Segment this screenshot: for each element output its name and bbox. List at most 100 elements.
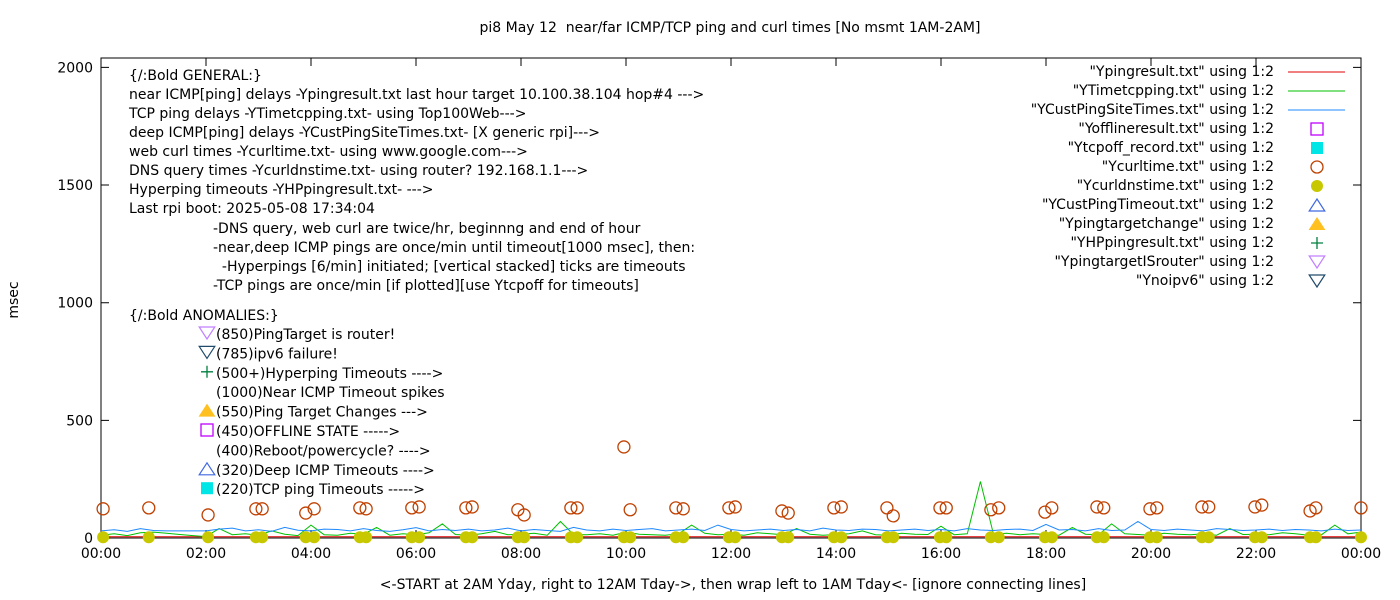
anomaly-item: (785)ipv6 failure! bbox=[216, 346, 338, 362]
series-3-point bbox=[1202, 500, 1216, 514]
series-3-point bbox=[1195, 500, 1209, 514]
annotation-general-line: {/:Bold GENERAL:} bbox=[129, 68, 262, 84]
annotation-general-line: Last rpi boot: 2025-05-08 17:34:04 bbox=[129, 201, 375, 217]
series-line-2 bbox=[100, 520, 1362, 532]
series-3-point bbox=[1097, 501, 1111, 515]
legend-entry-label: "YCustPingTimeout.txt" using 1:2 bbox=[1042, 197, 1274, 213]
x-tick-label: 20:00 bbox=[1131, 546, 1171, 562]
legend-entry-label: "YTimetcpping.txt" using 1:2 bbox=[1073, 83, 1274, 99]
series-3-point bbox=[676, 502, 690, 516]
x-tick-label: 04:00 bbox=[291, 546, 331, 562]
legend-entry-label: "Ypingresult.txt" using 1:2 bbox=[1089, 64, 1274, 80]
x-tick-label: 12:00 bbox=[711, 546, 751, 562]
series-3-point bbox=[775, 504, 789, 518]
series-3-point bbox=[1309, 501, 1323, 515]
series-3-point bbox=[834, 500, 848, 514]
series-4-point bbox=[466, 531, 479, 544]
anomaly-marker-icon bbox=[201, 365, 213, 378]
series-3-point bbox=[142, 501, 156, 515]
annotation-note-line: -Hyperpings [6/min] initiated; [vertical… bbox=[213, 259, 686, 275]
series-3-point bbox=[307, 502, 321, 516]
x-tick-label: 18:00 bbox=[1026, 546, 1066, 562]
anomaly-item: (400)Reboot/powercycle? ----> bbox=[216, 443, 431, 459]
series-4-point bbox=[1255, 531, 1268, 544]
series-4-point bbox=[624, 531, 637, 544]
series-3-point bbox=[1248, 500, 1262, 514]
legend-marker-icon bbox=[1311, 142, 1323, 154]
legend-marker-icon bbox=[1311, 237, 1323, 249]
anomaly-item: (450)OFFLINE STATE -----> bbox=[216, 424, 400, 440]
series-3-point bbox=[669, 501, 683, 515]
plot-area: 0 500 1000 1500 2000 00:00 02:00 04:00 06:00 08:0… bbox=[57, 57, 1381, 562]
chart-title: pi8 May 12 near/far ICMP/TCP ping and cu… bbox=[480, 20, 981, 36]
legend-entry-label: "Ycurltime.txt" using 1:2 bbox=[1102, 159, 1274, 175]
anomaly-marker-icon bbox=[198, 326, 216, 341]
series-3-point bbox=[249, 502, 263, 516]
series-3-point bbox=[617, 440, 631, 454]
series-3-point bbox=[353, 501, 367, 515]
anomaly-marker-icon bbox=[200, 423, 214, 437]
anomaly-item: (850)PingTarget is router! bbox=[216, 327, 395, 343]
series-3-point bbox=[412, 500, 426, 514]
series-3-point bbox=[781, 506, 795, 520]
series-4-point bbox=[202, 531, 215, 544]
legend-entry-label: "Ycurldnstime.txt" using 1:2 bbox=[1077, 178, 1274, 194]
series-3-point bbox=[886, 509, 900, 523]
y-tick-label: 0 bbox=[84, 531, 93, 547]
x-tick-label: 16:00 bbox=[921, 546, 961, 562]
series-4-point bbox=[571, 531, 584, 544]
series-4-point bbox=[992, 531, 1005, 544]
series-3-point bbox=[1143, 502, 1157, 516]
series-4-point bbox=[142, 531, 155, 544]
legend-marker-icon bbox=[1310, 122, 1324, 136]
series-3-point bbox=[1038, 505, 1052, 519]
series-4-point bbox=[729, 531, 742, 544]
legend-entry-label: "Ytcpoff_record.txt" using 1:2 bbox=[1068, 140, 1274, 156]
anomaly-item: (550)Ping Target Changes ---> bbox=[216, 405, 428, 421]
y-tick-label: 1500 bbox=[57, 178, 93, 194]
series-3-point bbox=[517, 508, 531, 522]
x-tick-label: 00:00 bbox=[1341, 546, 1381, 562]
series-3-point bbox=[1354, 501, 1368, 515]
series-3-point bbox=[96, 502, 110, 516]
legend-marker-icon bbox=[1308, 255, 1326, 270]
series-4-point bbox=[518, 531, 531, 544]
series-3-point bbox=[623, 503, 637, 517]
series-3-point bbox=[722, 501, 736, 515]
series-4-point bbox=[413, 531, 426, 544]
x-axis-label: <-START at 2AM Yday, right to 12AM Tday-… bbox=[380, 577, 1086, 593]
x-tick-label: 06:00 bbox=[396, 546, 436, 562]
series-4-point bbox=[887, 531, 900, 544]
legend-marker-icon bbox=[1308, 274, 1326, 289]
legend-marker-icon bbox=[1308, 197, 1326, 212]
legend-marker-icon bbox=[1308, 217, 1326, 230]
series-4-point bbox=[1202, 531, 1215, 544]
legend-entry-label: "Ynoipv6" using 1:2 bbox=[1136, 273, 1274, 289]
y-tick-label: 500 bbox=[66, 413, 93, 429]
annotation-general-line: near ICMP[ping] delays -Ypingresult.txt … bbox=[129, 87, 704, 103]
series-4-point bbox=[256, 531, 269, 544]
annotation-note-line: -DNS query, web curl are twice/hr, begin… bbox=[213, 221, 641, 237]
series-4-point bbox=[308, 531, 321, 544]
legend-entry-label: "Yofflineresult.txt" using 1:2 bbox=[1078, 121, 1274, 137]
series-3-point bbox=[359, 502, 373, 516]
annotation-note-line: -near,deep ICMP pings are once/min until… bbox=[213, 240, 695, 256]
series-3-point bbox=[405, 501, 419, 515]
series-4-point bbox=[360, 531, 373, 544]
legend-entry-label: "YHPpingresult.txt" using 1:2 bbox=[1070, 235, 1274, 251]
x-tick-label: 10:00 bbox=[606, 546, 646, 562]
anomaly-item: (320)Deep ICMP Timeouts ----> bbox=[216, 463, 435, 479]
series-3-point bbox=[299, 506, 313, 520]
series-3-point bbox=[728, 500, 742, 514]
series-3-point bbox=[827, 501, 841, 515]
series-4-point bbox=[835, 531, 848, 544]
anomaly-item: (220)TCP ping Timeouts -----> bbox=[216, 482, 425, 498]
series-3-point bbox=[459, 501, 473, 515]
series-3-point bbox=[1255, 498, 1269, 512]
series-4-point bbox=[782, 531, 795, 544]
series-4-point bbox=[1097, 531, 1110, 544]
anomaly-marker-icon bbox=[201, 482, 213, 495]
annotation-general-line: Hyperping timeouts -YHPpingresult.txt- -… bbox=[129, 182, 434, 198]
anomaly-item: (1000)Near ICMP Timeout spikes bbox=[216, 385, 445, 401]
